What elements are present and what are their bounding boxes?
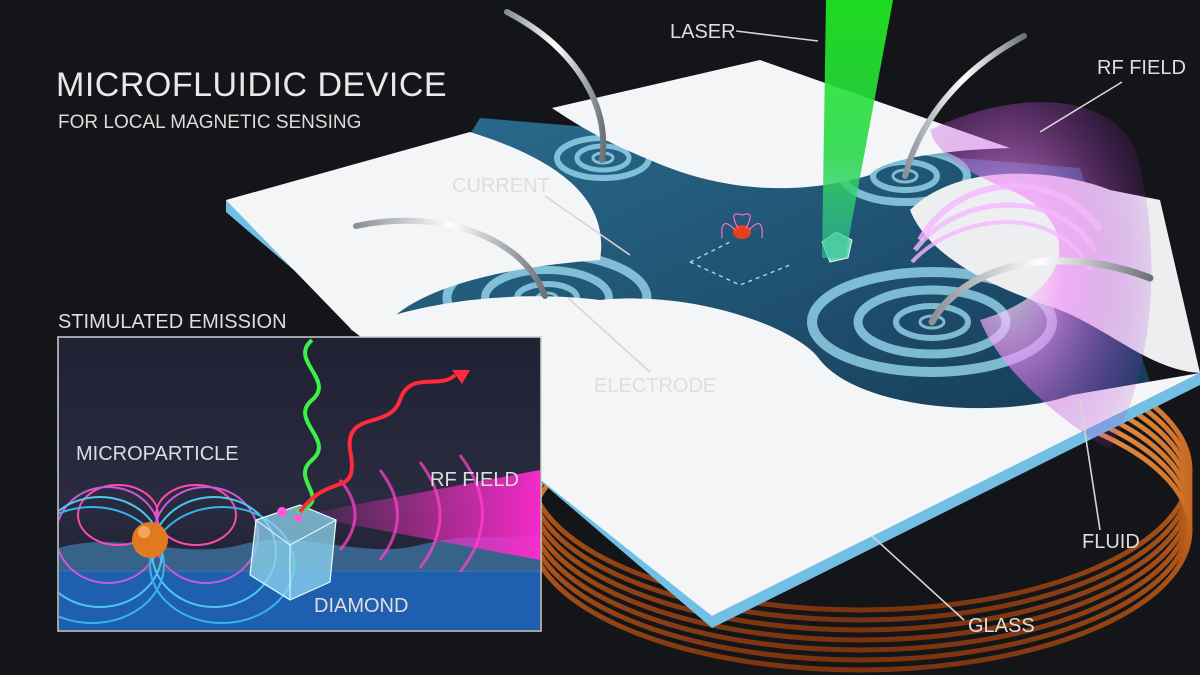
inset-label-diamond: DIAMOND [314,595,408,617]
laser-beam [822,0,893,258]
label-rf-field: RF FIELD [1097,57,1186,79]
current-indicator [689,241,791,286]
inset-label-rf-field: RF FIELD [430,469,519,491]
plate-top [552,60,1010,189]
electrode-needles [353,9,1154,326]
label-glass: GLASS [968,615,1035,637]
needle-right [928,257,1154,326]
needle-top-right [902,33,1027,179]
rf-field-emission [910,102,1152,450]
plate-bottom [352,296,1200,616]
needle-top-left [504,9,607,163]
inset-microparticle [132,522,168,558]
leader-lines [544,30,1123,621]
plate-left [226,132,602,330]
page-subtitle: FOR LOCAL MAGNETIC SENSING [58,112,361,133]
label-current: CURRENT [452,175,550,197]
label-laser: LASER [670,21,736,43]
channel-microparticle [721,213,763,239]
emission-wave [298,373,457,514]
inset-diamond-crystal [249,504,337,601]
stimulated-emission-inset [57,336,542,632]
label-electrode: ELECTRODE [594,375,716,397]
page-title: MICROFLUIDIC DEVICE [56,66,447,104]
inset-title: STIMULATED EMISSION [58,311,287,333]
needle-left [353,217,548,299]
label-fluid: FLUID [1082,531,1140,553]
inset-label-microparticle: MICROPARTICLE [76,443,239,465]
excitation-wave [295,338,321,514]
